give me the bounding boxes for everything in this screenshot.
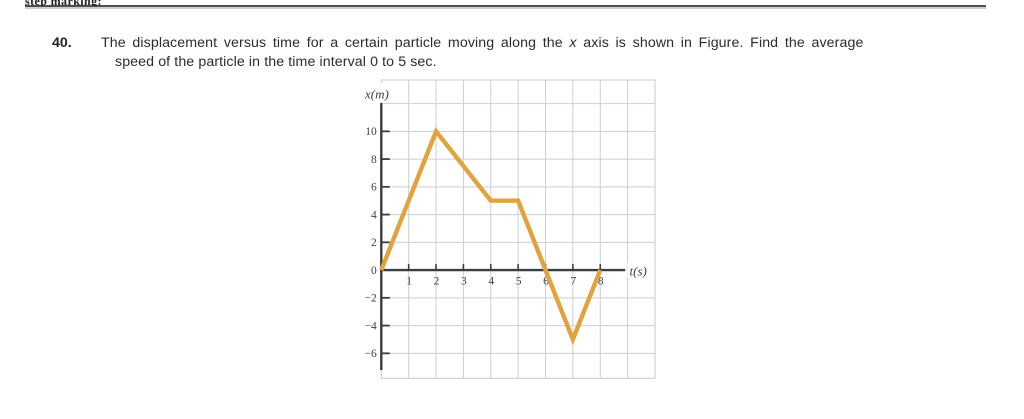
x-tick-label: 6 xyxy=(543,276,549,288)
y-tick-label: 2 xyxy=(371,237,377,249)
xlabel-backing xyxy=(627,262,655,278)
x-tick-label: 4 xyxy=(488,276,494,288)
y-tick-label: −6 xyxy=(365,348,377,360)
y-axis-label: x(m) xyxy=(364,87,389,102)
y-tick-label: −4 xyxy=(365,320,377,332)
question-text-line1: The displacement versus time for a certa… xyxy=(101,35,863,51)
axis-labels: x(m) t(s) xyxy=(361,83,655,279)
x-tick-label: 7 xyxy=(571,276,577,288)
ylabel-backing xyxy=(361,83,400,102)
data-series xyxy=(379,126,603,346)
x-tick-label: 1 xyxy=(406,276,412,288)
y-tick-label: 10 xyxy=(365,126,377,138)
y-tick-label: 0 xyxy=(371,265,377,277)
question-number: 40. xyxy=(52,35,72,51)
question-text-line2: speed of the particle in the time interv… xyxy=(115,54,437,70)
x-tick-label: 2 xyxy=(434,276,440,288)
variable-x: x xyxy=(569,35,577,51)
displacement-graph: 10 8 6 4 2 0 −2 −4 −6 1 2 3 4 5 6 7 8 x(m) t(s) xyxy=(361,79,656,379)
horizontal-divider xyxy=(25,5,986,7)
axes xyxy=(380,103,625,370)
question-text-line1-post: axis is shown in Figure. Find the averag… xyxy=(576,35,864,51)
y-tick-label: 4 xyxy=(371,209,377,221)
y-tick-label: 6 xyxy=(371,182,377,194)
tick-labels: 10 8 6 4 2 0 −2 −4 −6 1 2 3 4 5 6 7 8 xyxy=(365,126,604,360)
x-tick-label: 3 xyxy=(461,276,467,288)
cropped-previous-line-text: step marking: xyxy=(25,0,102,6)
x-tick-label: 5 xyxy=(516,276,522,288)
question-text-line1-pre: The displacement versus time for a certa… xyxy=(101,35,570,51)
x-axis-label: t(s) xyxy=(630,264,647,279)
displacement-line xyxy=(379,126,603,346)
y-tick-label: 8 xyxy=(371,154,377,166)
grid-lines xyxy=(380,79,656,379)
y-tick-label: −2 xyxy=(365,293,377,305)
x-tick-label: 8 xyxy=(598,276,604,288)
cropped-previous-line: step marking: xyxy=(25,0,165,6)
